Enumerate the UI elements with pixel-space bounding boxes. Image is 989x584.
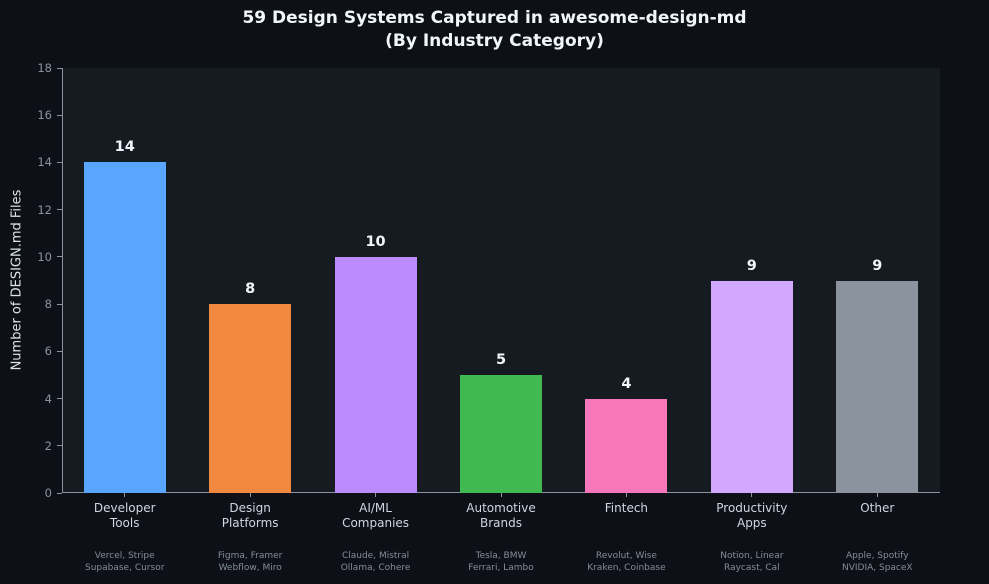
bar	[460, 374, 542, 493]
chart-title-line1: 59 Design Systems Captured in awesome-de…	[242, 8, 747, 28]
x-tick-mark	[876, 493, 878, 497]
bar-value-label: 9	[872, 257, 883, 274]
bar	[585, 398, 668, 493]
bar-value-label: 4	[621, 375, 632, 392]
x-tick-mark	[375, 493, 377, 497]
y-tick-label: 18	[37, 61, 52, 75]
y-tick-label: 12	[37, 202, 52, 217]
x-tick-mark	[249, 493, 251, 497]
y-tick-label: 0	[44, 486, 52, 500]
x-sub-label: Claude, Mistral Ollama, Cohere	[340, 551, 411, 573]
x-tick-label: Fintech	[604, 501, 649, 515]
x-tick-label: Productivity Apps	[716, 501, 788, 530]
x-tick-mark	[625, 493, 627, 497]
x-sub-label: Apple, Spotify NVIDIA, SpaceX	[841, 551, 913, 573]
x-tick-mark	[500, 493, 502, 497]
x-tick-label: Design Platforms	[221, 501, 279, 530]
y-tick-label: 4	[44, 391, 52, 406]
y-tick-label: 14	[37, 155, 52, 170]
x-sub-label: Tesla, BMW Ferrari, Lambo	[468, 551, 534, 573]
bar	[710, 280, 793, 493]
y-tick-mark	[57, 161, 62, 163]
x-tick-label: Automotive Brands	[466, 501, 536, 530]
x-tick-label: Developer Tools	[93, 501, 156, 530]
x-sub-label: Vercel, Stripe Supabase, Cursor	[85, 551, 165, 573]
bar	[209, 304, 292, 493]
chart-title-line2: (By Industry Category)	[385, 31, 604, 51]
bar	[334, 256, 417, 493]
y-axis-label: Number of DESIGN.md Files	[9, 189, 25, 371]
y-tick-label: 6	[44, 344, 52, 359]
y-tick-label: 10	[37, 249, 52, 264]
y-tick-mark	[57, 114, 62, 116]
bar-value-label: 8	[245, 281, 256, 298]
bar-value-label: 5	[495, 351, 507, 368]
y-tick-mark	[57, 350, 62, 352]
bar	[83, 162, 166, 493]
bar-value-label: 9	[746, 257, 757, 274]
x-tick-label: AI/ML Companies	[342, 501, 410, 530]
x-tick-mark	[751, 493, 753, 497]
y-tick-mark	[57, 398, 62, 400]
x-sub-label: Notion, Linear Raycast, Cal	[720, 551, 784, 573]
chart-title: 59 Design Systems Captured in awesome-de…	[0, 7, 989, 53]
y-tick-mark	[57, 209, 62, 211]
x-tick-mark	[124, 493, 126, 497]
y-tick-mark	[57, 256, 62, 258]
y-tick-mark	[57, 303, 62, 305]
x-sub-label: Figma, Framer Webflow, Miro	[217, 551, 283, 573]
y-tick-label: 8	[44, 297, 52, 312]
x-tick-label: Other	[860, 501, 895, 515]
bar-value-label: 10	[365, 233, 386, 250]
y-tick-mark	[57, 445, 62, 447]
y-tick-mark	[57, 67, 62, 69]
y-tick-label: 2	[44, 438, 52, 453]
y-tick-label: 16	[37, 108, 52, 123]
bar	[836, 280, 919, 493]
x-sub-label: Revolut, Wise Kraken, Coinbase	[587, 551, 666, 573]
y-tick-mark	[57, 492, 62, 494]
bar-value-label: 14	[114, 139, 135, 156]
